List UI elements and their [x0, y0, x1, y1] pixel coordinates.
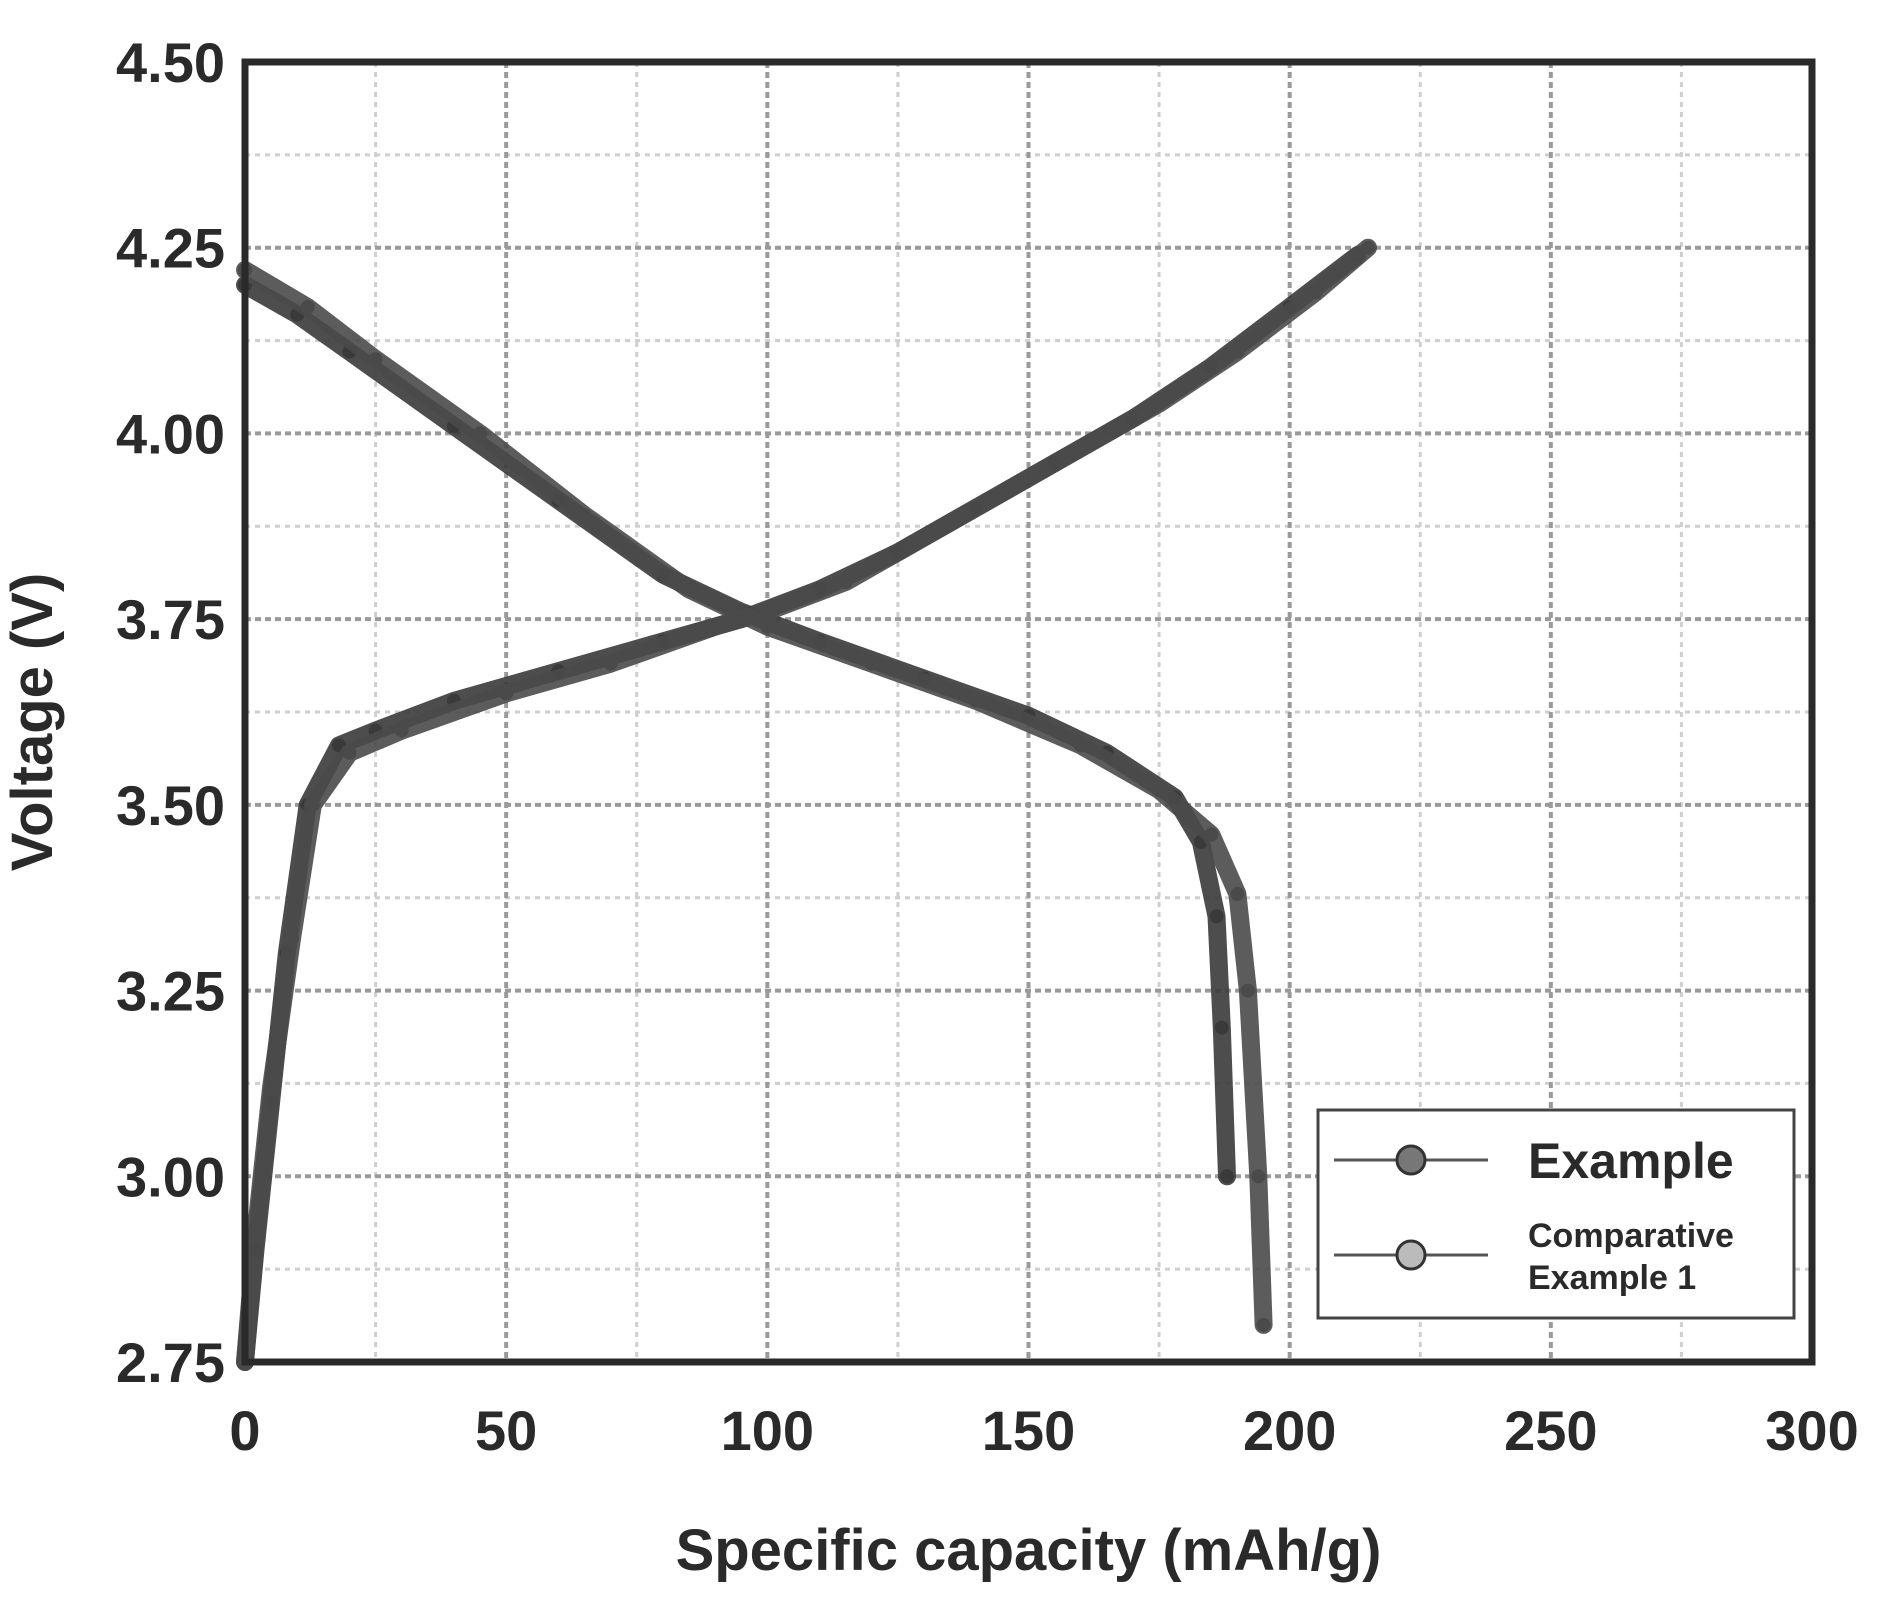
data-point	[248, 1228, 263, 1243]
y-tick-labels: 2.75 3.00 3.25 3.50 3.75 4.00 4.25 4.50	[116, 31, 225, 1394]
data-point	[1308, 285, 1323, 300]
plot-frame	[241, 58, 1816, 1366]
legend-marker-comparative	[1395, 1239, 1427, 1271]
data-point	[681, 582, 696, 597]
x-tick-labels: 0 50 100 150 200 250 300	[229, 1399, 1858, 1462]
legend-box	[1316, 1108, 1796, 1320]
data-point	[285, 931, 300, 946]
series-layer	[236, 238, 1377, 1371]
data-point	[1073, 441, 1088, 456]
data-point	[305, 797, 320, 812]
y-axis-label: Voltage (V)	[0, 573, 65, 872]
data-point	[1073, 738, 1088, 753]
data-point	[342, 745, 357, 760]
series-comparative-example-1	[236, 238, 1377, 1371]
legend-label-comparative: Comparative Example 1	[1528, 1217, 1734, 1297]
data-point	[1361, 240, 1376, 255]
data-point	[1204, 827, 1219, 842]
legend: Example Comparative Example 1	[1316, 1108, 1796, 1320]
y-tick-label: 4.00	[116, 402, 225, 465]
data-point	[1219, 1169, 1234, 1184]
data-point	[760, 619, 775, 634]
y-tick-label: 3.50	[116, 774, 225, 837]
discharge-curve	[236, 261, 1273, 1334]
data-point	[499, 686, 514, 701]
y-tick-label: 4.25	[116, 217, 225, 280]
data-point	[473, 426, 488, 441]
data-point	[838, 575, 853, 589]
y-tick-label: 3.75	[116, 588, 225, 651]
data-point	[864, 656, 879, 671]
data-point	[1152, 783, 1167, 797]
data-point	[969, 693, 984, 708]
data-point	[394, 723, 409, 738]
y-tick-label: 3.25	[116, 960, 225, 1023]
data-point	[1214, 1020, 1229, 1035]
data-point	[603, 656, 618, 671]
y-tick-label: 3.00	[116, 1145, 225, 1208]
data-point	[300, 300, 315, 315]
x-tick-label: 0	[229, 1399, 260, 1462]
data-point	[917, 530, 932, 545]
data-point	[1230, 344, 1245, 359]
data-point	[1152, 396, 1167, 411]
data-point	[264, 1080, 279, 1095]
x-tick-label: 250	[1504, 1399, 1597, 1462]
y-tick-label: 4.50	[116, 31, 225, 94]
data-point	[1209, 909, 1224, 924]
data-point	[708, 619, 723, 634]
x-tick-label: 50	[475, 1399, 537, 1462]
data-point	[1251, 1169, 1266, 1184]
x-tick-label: 100	[721, 1399, 814, 1462]
data-point	[1230, 887, 1245, 901]
data-point	[1240, 983, 1255, 998]
legend-label-example: Example	[1528, 1133, 1734, 1189]
legend-marker-example	[1395, 1144, 1427, 1176]
data-point	[995, 485, 1010, 500]
data-point	[368, 352, 383, 367]
y-tick-label: 2.75	[116, 1331, 225, 1394]
x-tick-label: 300	[1765, 1399, 1858, 1462]
data-point	[577, 508, 592, 523]
data-point	[1256, 1317, 1271, 1332]
x-tick-label: 200	[1243, 1399, 1336, 1462]
x-axis-label: Specific capacity (mAh/g)	[676, 1518, 1382, 1583]
x-tick-label: 150	[982, 1399, 1075, 1462]
